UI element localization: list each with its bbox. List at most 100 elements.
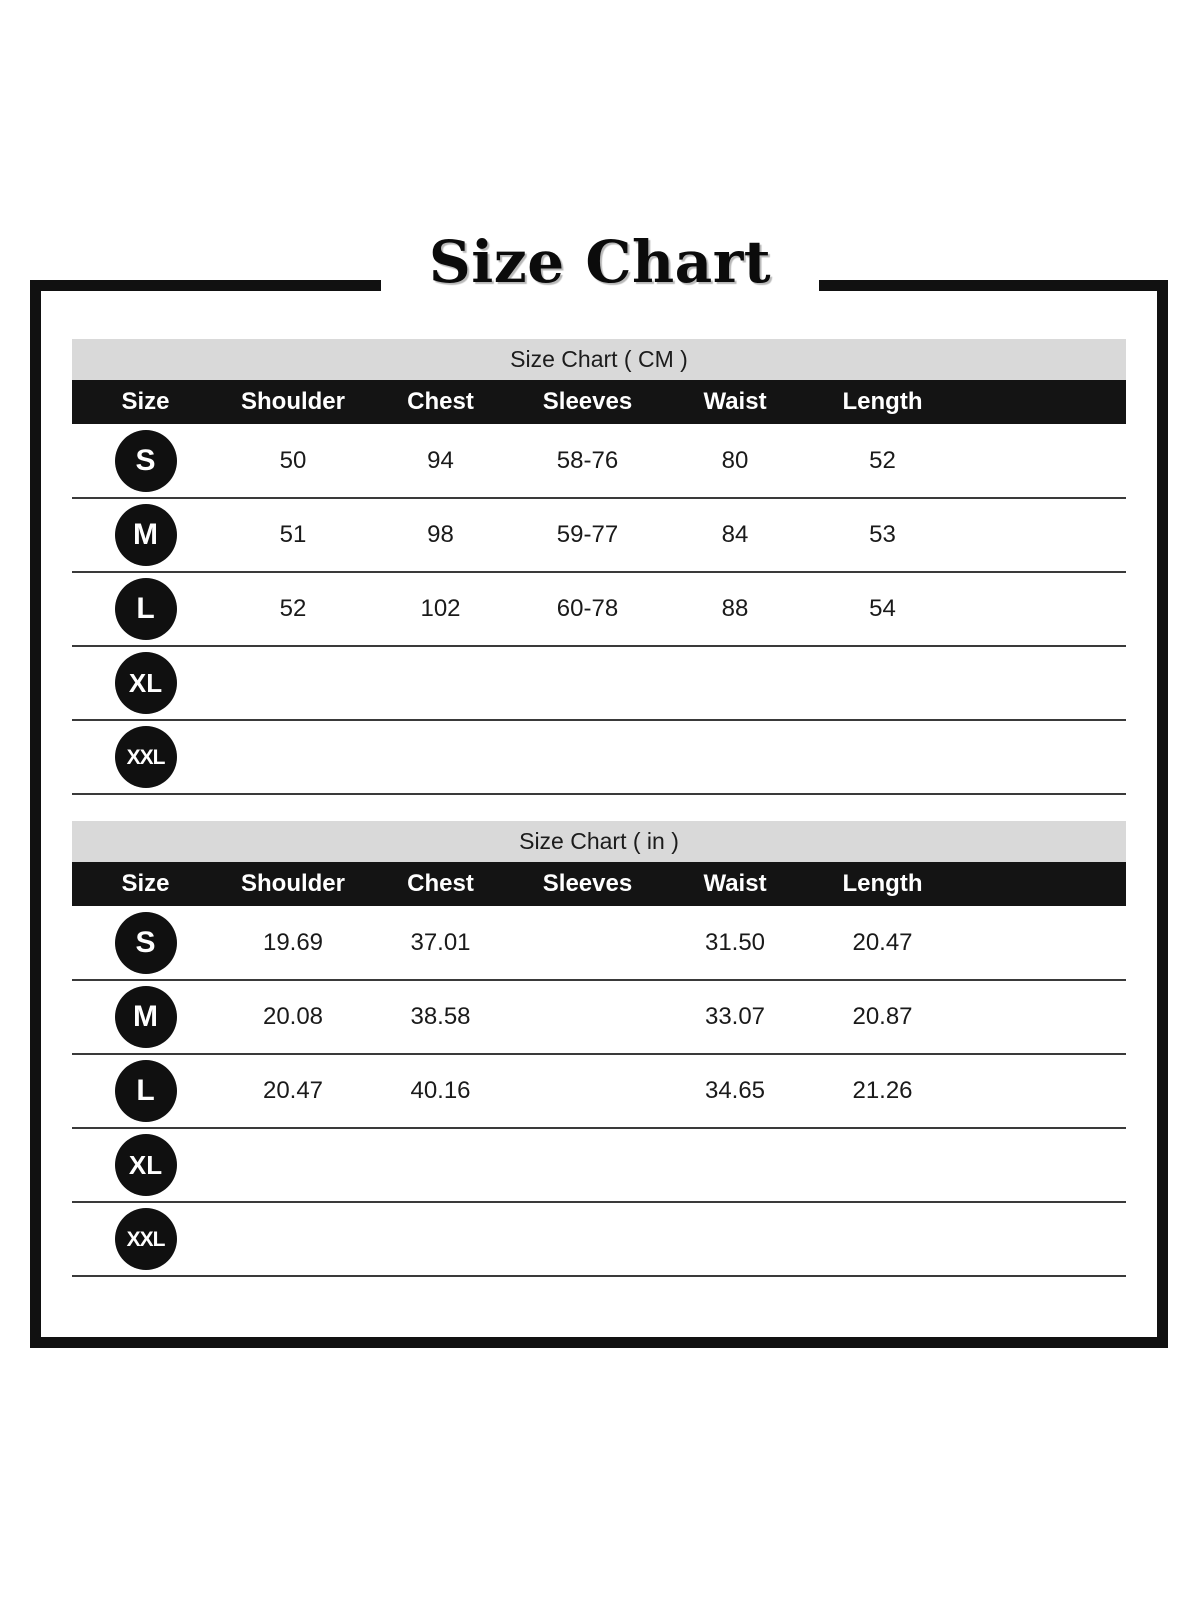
column-header-shoulder: Shoulder [240,870,345,897]
cell-value [661,1202,809,1276]
size-badge: L [114,1060,177,1122]
cell-value: 50 [279,446,307,474]
table-row: M 20.08 38.58 33.07 20.87 [72,980,1126,1054]
column-header-chest: Chest [407,870,474,897]
column-header-sleeves: Sleeves [542,388,633,415]
cell-value [661,1128,809,1202]
size-badge: L [114,578,177,640]
header-row: Size Shoulder Chest Sleeves Waist Length [72,380,1126,424]
cell-value: 94 [427,446,454,474]
size-table: Size Shoulder Chest Sleeves Waist Length… [72,380,1126,795]
table-row: L 20.47 40.16 34.65 21.26 [72,1054,1126,1128]
cell-value: 54 [869,595,896,622]
size-cell: M [72,498,219,572]
cell-value [514,906,661,980]
cell-value: 20.47 [262,1077,324,1104]
cell-value: 52 [869,446,896,474]
cell-value [809,720,956,794]
table-row: XXL [72,1202,1126,1276]
size-badge: M [114,986,177,1048]
spacer-cell [956,646,1126,720]
size-cell: XL [72,1128,219,1202]
cell-value: 20.47 [852,928,913,956]
size-cell: XXL [72,720,219,794]
column-header-shoulder: Shoulder [240,388,345,415]
size-cell: S [72,906,219,980]
table-caption-in: Size Chart ( in ) [72,821,1126,862]
cell-value [514,646,661,720]
cell-value: 59-77 [556,521,619,548]
table-row: XL [72,646,1126,720]
spacer-cell [956,906,1126,980]
cell-value: 51 [279,521,307,548]
spacer-cell [956,720,1126,794]
size-badge: M [114,504,177,566]
spacer-cell [956,980,1126,1054]
column-header-size: Size [121,870,170,897]
column-header-size: Size [121,388,170,415]
table-row: M 51 98 59-77 84 53 [72,498,1126,572]
cell-value [219,646,367,720]
size-chart-border-box: Size Chart ( CM ) Size Shoulder Chest Sl… [30,280,1168,1348]
size-cell: XXL [72,1202,219,1276]
size-badge: XXL [114,1208,177,1270]
table-row: XXL [72,720,1126,794]
table-row: S 50 94 58-76 80 52 [72,424,1126,498]
cell-value [367,646,514,720]
cell-value [661,720,809,794]
size-cell: XL [72,646,219,720]
cell-value: 60-78 [556,595,619,622]
cell-value: 37.01 [410,928,471,956]
cell-value: 20.08 [262,1003,324,1030]
size-table-in: Size Chart ( in ) Size Shoulder Chest Sl… [72,821,1126,1277]
spacer-cell [956,424,1126,498]
cell-value [219,1202,367,1276]
cell-value [367,1128,514,1202]
spacer-cell [956,498,1126,572]
column-header-waist: Waist [703,388,767,415]
cell-value [514,1202,661,1276]
spacer-cell [956,1202,1126,1276]
cell-value: 58-76 [556,446,619,474]
cell-value [219,720,367,794]
column-header-chest: Chest [407,388,474,415]
size-badge: XL [114,1134,177,1196]
size-badge: S [114,911,177,974]
cell-value: 19.69 [262,928,324,956]
size-badge: XL [114,652,177,714]
size-badge: S [114,429,177,492]
column-header-sleeves: Sleeves [542,870,633,897]
cell-value: 38.58 [410,1003,471,1030]
size-cell: L [72,572,219,646]
page-title: Size Chart [380,223,820,295]
size-table-cm: Size Chart ( CM ) Size Shoulder Chest Sl… [72,339,1126,795]
title-row: Size Chart [0,0,1200,295]
table-row: L 52 102 60-78 88 54 [72,572,1126,646]
cell-value: 53 [869,521,896,548]
size-badge: XXL [114,726,177,788]
size-cell: M [72,980,219,1054]
cell-value: 31.50 [704,928,766,956]
column-header-length: Length [842,388,923,415]
cell-value [219,1128,367,1202]
size-table: Size Shoulder Chest Sleeves Waist Length… [72,862,1126,1277]
column-header-length: Length [842,870,923,897]
spacer-cell [956,1128,1126,1202]
spacer-cell [956,572,1126,646]
cell-value: 40.16 [410,1077,471,1104]
cell-value [367,1202,514,1276]
cell-value: 80 [721,446,749,474]
size-cell: L [72,1054,219,1128]
cell-value: 88 [721,595,749,622]
cell-value: 84 [721,521,749,548]
cell-value [367,720,514,794]
cell-value [809,1202,956,1276]
cell-value: 21.26 [852,1077,913,1104]
cell-value [514,1054,661,1128]
table-row: S 19.69 37.01 31.50 20.47 [72,906,1126,980]
cell-value [661,646,809,720]
spacer-cell [956,380,1126,424]
cell-value [809,646,956,720]
spacer-cell [956,1054,1126,1128]
size-cell: S [72,424,219,498]
